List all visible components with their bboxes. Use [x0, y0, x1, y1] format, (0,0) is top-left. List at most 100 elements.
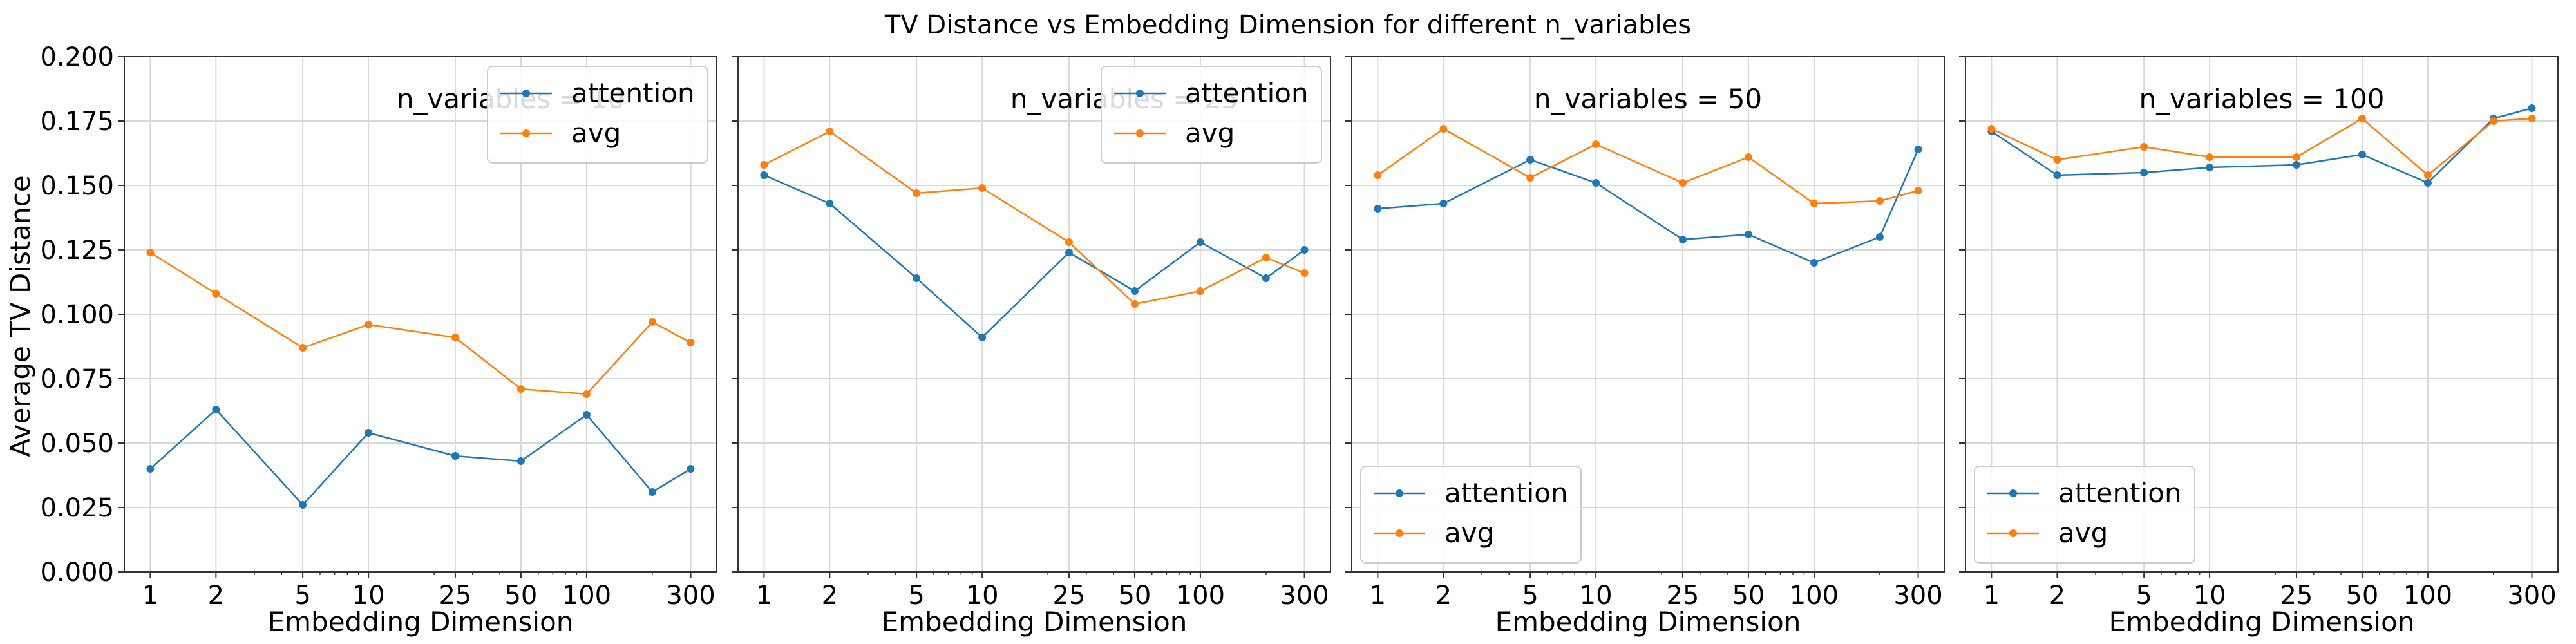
data-point-attention [1262, 274, 1270, 282]
data-point-avg [451, 334, 459, 341]
data-point-attention [1300, 246, 1309, 254]
x-tick-label: 300 [1893, 581, 1942, 611]
data-point-avg [146, 249, 155, 256]
x-tick-label: 10 [1580, 581, 1613, 611]
data-point-avg [2528, 115, 2536, 122]
figure-title: TV Distance vs Embedding Dimension for d… [884, 10, 1691, 40]
data-point-attention [826, 200, 834, 207]
x-tick-label: 1 [1370, 581, 1386, 611]
data-point-avg [2140, 143, 2148, 151]
legend-label-avg: avg [2058, 517, 2108, 549]
y-tick-label: 0.100 [40, 300, 114, 330]
data-point-attention [1810, 259, 1818, 267]
legend-marker-avg [1136, 129, 1144, 137]
legend-marker-attention [522, 90, 530, 97]
data-point-avg [1130, 300, 1139, 308]
y-tick-label: 0.200 [40, 43, 114, 72]
x-tick-label: 5 [2136, 581, 2152, 611]
data-point-avg [1262, 254, 1270, 261]
x-tick-label: 10 [966, 581, 999, 611]
data-point-attention [1374, 205, 1382, 213]
data-point-attention [146, 465, 155, 473]
x-tick-label: 2 [2049, 581, 2065, 611]
legend-box [487, 66, 708, 164]
y-tick-label: 0.025 [40, 493, 114, 523]
data-point-avg [212, 290, 220, 298]
x-tick-label: 5 [1522, 581, 1538, 611]
data-point-attention [451, 452, 459, 460]
x-tick-label: 5 [294, 581, 310, 611]
y-tick-label: 0.000 [40, 558, 114, 587]
x-axis-label: Embedding Dimension [2109, 606, 2415, 638]
data-point-attention [1439, 200, 1448, 207]
x-tick-label: 1 [1984, 581, 2000, 611]
data-point-attention [582, 411, 591, 419]
data-point-avg [1065, 238, 1073, 246]
x-tick-label: 300 [666, 581, 715, 611]
data-point-avg [1592, 140, 1600, 148]
data-point-attention [648, 488, 656, 496]
y-tick-label: 0.125 [40, 236, 114, 265]
subplot-title: n_variables = 50 [1534, 83, 1762, 115]
legend-box [1360, 466, 1582, 564]
legend-marker-avg [1396, 529, 1403, 537]
x-tick-label: 5 [908, 581, 924, 611]
x-tick-label: 100 [562, 581, 611, 611]
data-point-avg [582, 390, 591, 398]
data-point-avg [1196, 287, 1204, 295]
data-point-attention [1875, 233, 1884, 241]
data-point-attention [1130, 287, 1139, 295]
data-point-avg [299, 344, 307, 352]
data-point-avg [1744, 153, 1752, 161]
y-tick-label: 0.075 [40, 365, 114, 394]
legend-marker-attention [1136, 90, 1144, 97]
data-point-avg [1914, 187, 1922, 194]
data-point-attention [2053, 171, 2061, 179]
legend: attention avg [487, 66, 708, 164]
x-tick-label: 300 [1280, 581, 1329, 611]
data-point-attention [2528, 104, 2536, 112]
legend-label-attention: attention [571, 77, 695, 109]
data-point-attention [212, 406, 220, 413]
x-tick-label: 1 [142, 581, 158, 611]
legend-marker-avg [2009, 529, 2017, 537]
data-point-attention [1196, 238, 1204, 246]
data-point-avg [2489, 117, 2497, 125]
data-point-attention [760, 171, 768, 179]
legend: attention avg [1360, 466, 1582, 564]
x-tick-label: 2 [822, 581, 838, 611]
data-point-avg [2358, 115, 2366, 122]
x-tick-label: 25 [439, 581, 471, 611]
data-point-attention [2292, 161, 2300, 169]
legend: attention avg [1974, 466, 2195, 564]
x-tick-label: 100 [1790, 581, 1839, 611]
x-axis-label: Embedding Dimension [268, 606, 574, 638]
data-point-avg [1300, 269, 1309, 277]
x-tick-label: 10 [2193, 581, 2226, 611]
x-tick-label: 100 [2403, 581, 2452, 611]
data-point-attention [1592, 179, 1600, 187]
data-point-avg [1374, 171, 1382, 179]
data-point-avg [1987, 125, 1996, 133]
data-point-attention [1526, 156, 1535, 164]
y-axis-label: Average TV Distance [5, 175, 36, 457]
data-point-attention [2358, 151, 2366, 158]
data-point-attention [365, 429, 373, 437]
data-point-avg [1526, 174, 1535, 182]
data-point-avg [2423, 171, 2432, 179]
data-point-avg [365, 321, 373, 328]
legend-label-avg: avg [1444, 517, 1494, 549]
data-point-avg [2206, 153, 2214, 161]
data-point-attention [913, 274, 921, 282]
data-point-attention [687, 465, 695, 473]
data-point-avg [648, 318, 656, 326]
data-point-avg [516, 385, 525, 393]
data-point-avg [913, 189, 921, 197]
x-tick-label: 25 [1052, 581, 1085, 611]
data-point-attention [2140, 169, 2148, 176]
legend-label-attention: attention [1444, 477, 1568, 509]
legend-marker-attention [1396, 489, 1403, 497]
